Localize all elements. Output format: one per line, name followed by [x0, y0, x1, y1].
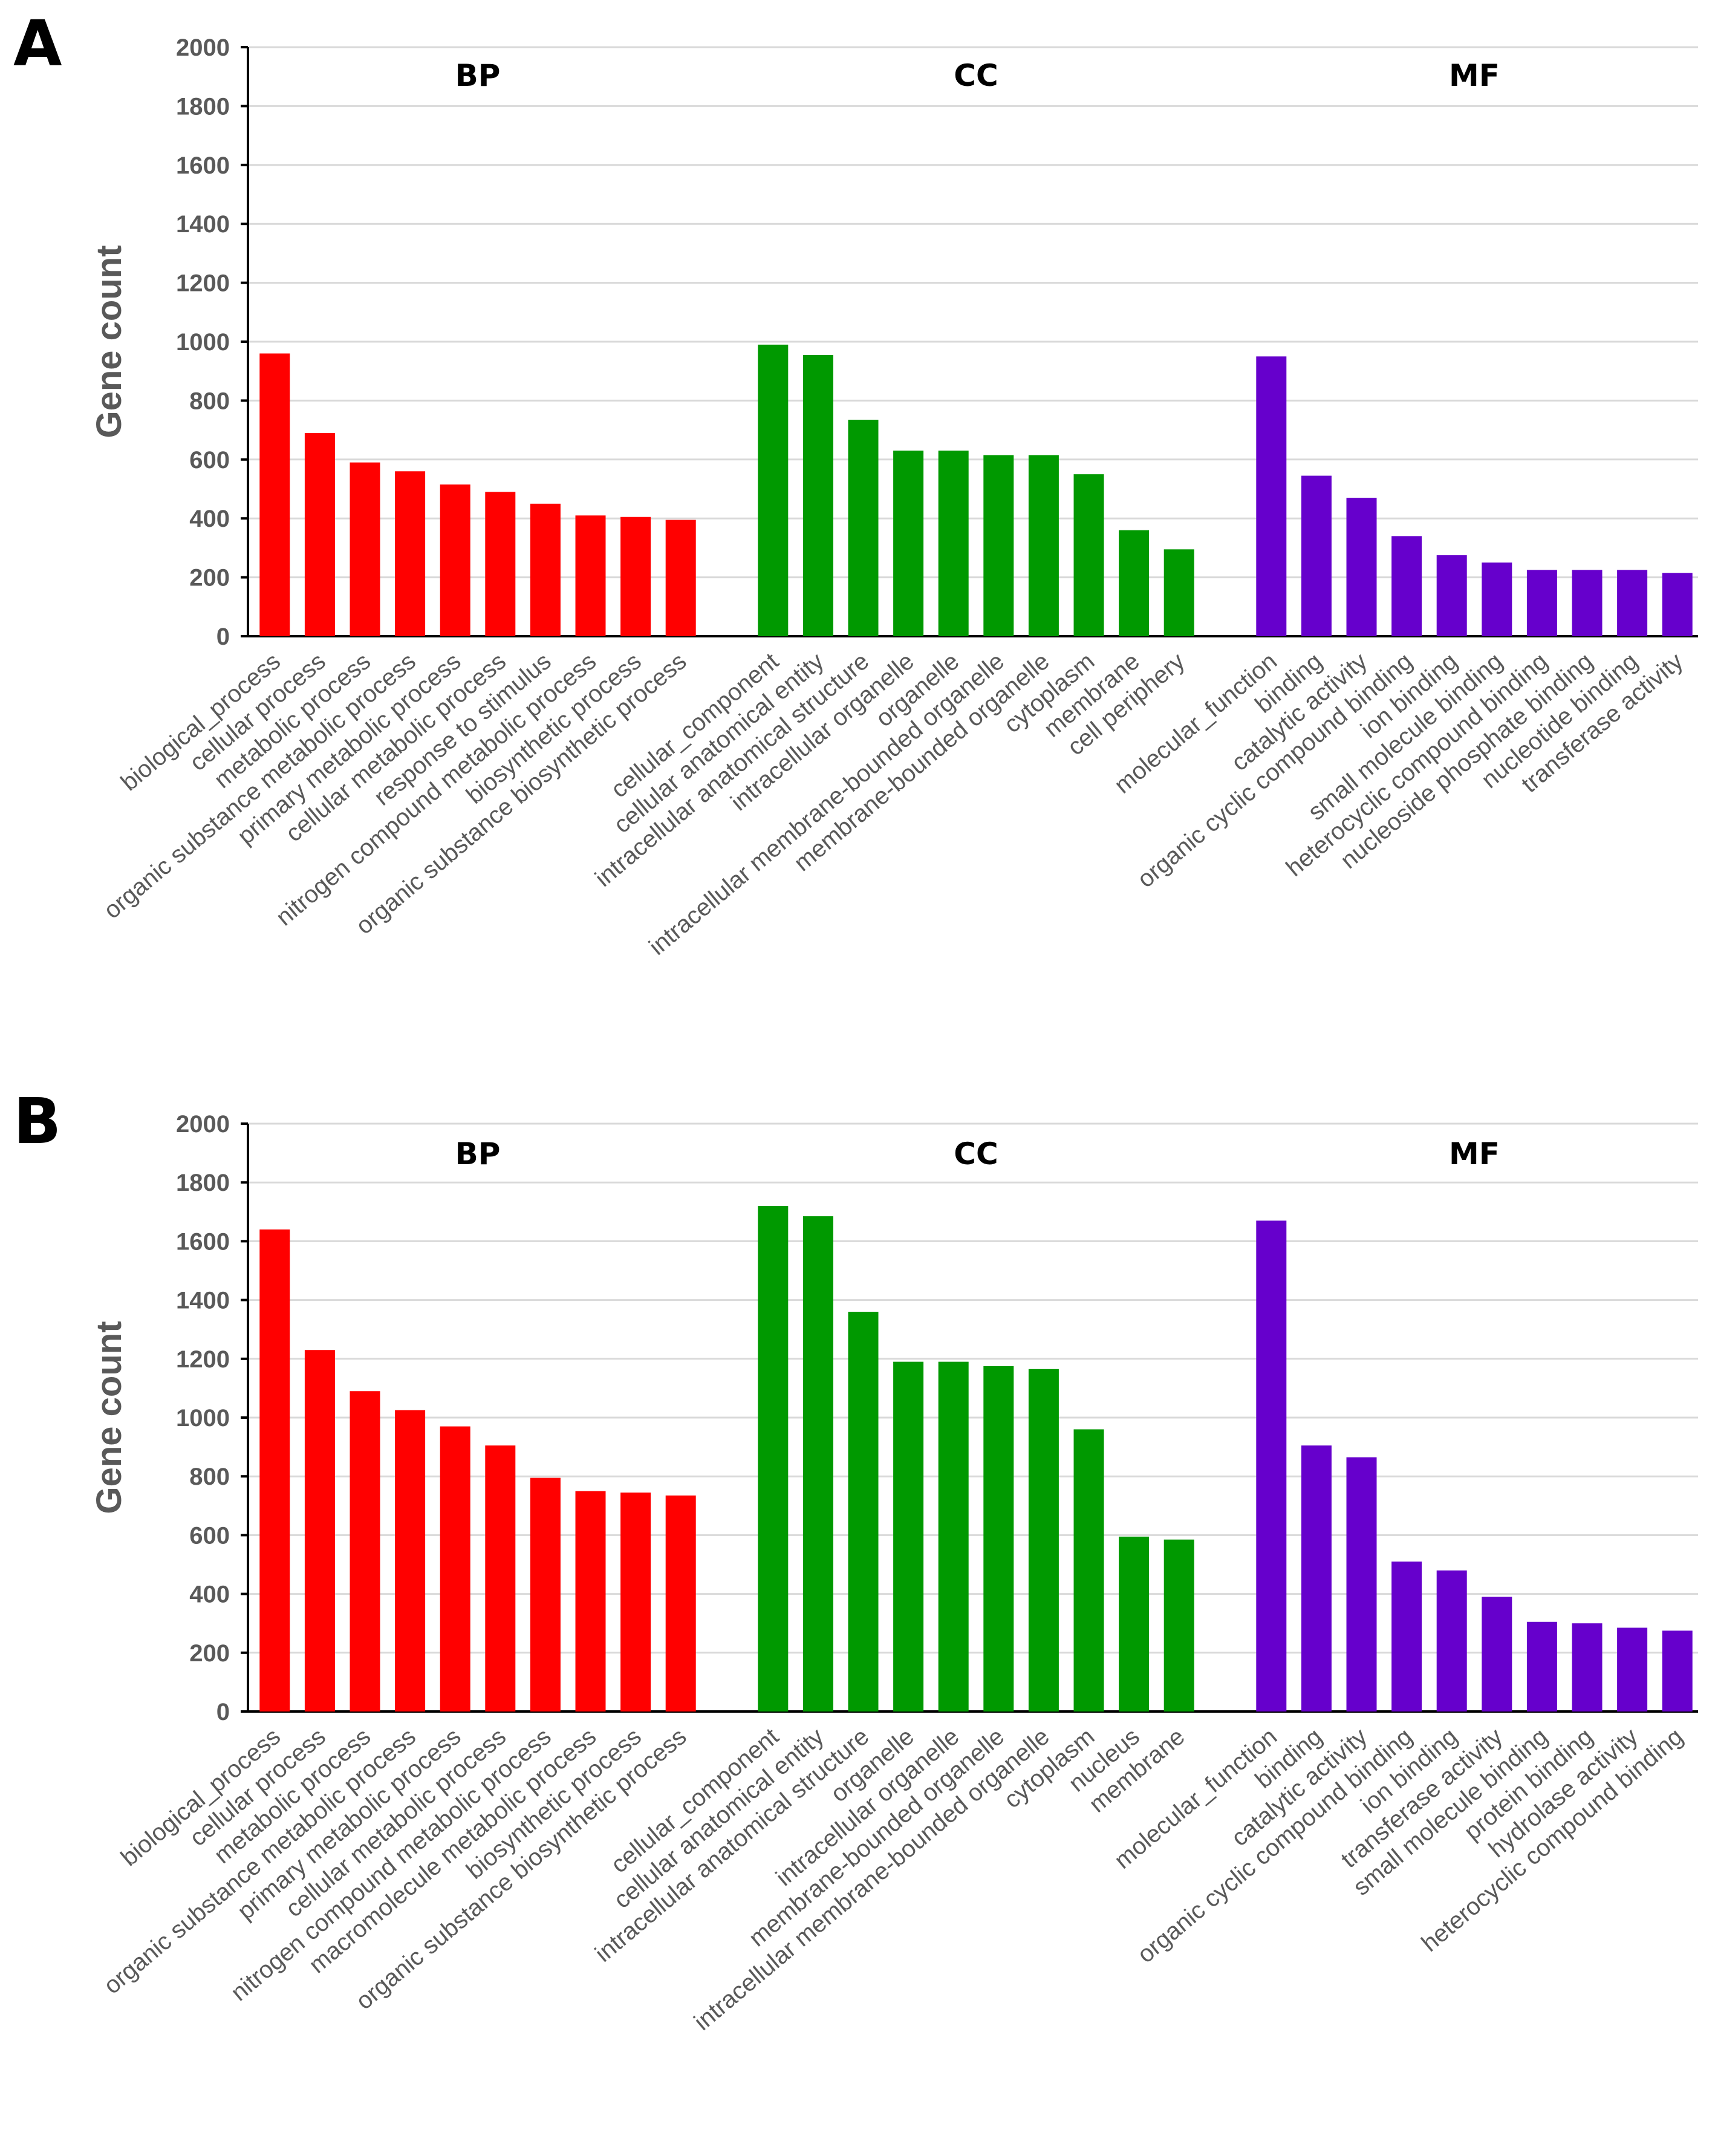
bar: [485, 1445, 516, 1711]
bar: [848, 1312, 879, 1711]
bar: [893, 1361, 924, 1711]
bar: [1119, 530, 1150, 636]
bar: [1028, 455, 1059, 636]
y-tick-label: 400: [189, 506, 230, 532]
y-tick-label: 1200: [176, 270, 230, 297]
bar: [620, 1492, 651, 1711]
y-tick-label: 1800: [176, 1170, 230, 1196]
bar: [530, 503, 561, 636]
y-axis-label: Gene count: [89, 1321, 129, 1514]
bar: [802, 354, 833, 636]
y-tick-label: 1400: [176, 211, 230, 238]
group-label-cc: CC: [954, 58, 998, 93]
bar: [938, 451, 969, 636]
bar: [758, 1206, 789, 1711]
bar: [1256, 356, 1287, 636]
y-tick-label: 800: [189, 1464, 230, 1490]
bar: [1391, 536, 1422, 636]
bar: [1436, 1570, 1467, 1711]
bar: [1119, 1536, 1150, 1711]
bar: [893, 451, 924, 636]
bar: [440, 484, 470, 636]
panel-label: A: [13, 7, 62, 80]
y-tick-label: 600: [189, 1522, 230, 1549]
bar: [1073, 474, 1104, 636]
y-tick-label: 0: [216, 624, 230, 650]
y-tick-label: 1600: [176, 1228, 230, 1255]
bar: [802, 1216, 833, 1711]
y-tick-label: 400: [189, 1581, 230, 1608]
bar: [1163, 549, 1194, 636]
bar: [1028, 1369, 1059, 1711]
group-label-cc: CC: [954, 1136, 998, 1171]
y-tick-label: 2000: [176, 1111, 230, 1138]
y-tick-label: 1600: [176, 152, 230, 179]
bar: [350, 462, 380, 636]
bar: [758, 344, 789, 636]
bar: [1436, 555, 1467, 636]
bar: [304, 1350, 335, 1711]
bar: [575, 1491, 606, 1711]
bar: [1163, 1539, 1194, 1711]
y-tick-label: 1000: [176, 1405, 230, 1431]
y-tick-label: 2000: [176, 34, 230, 61]
bar: [1617, 1627, 1648, 1711]
y-tick-label: 1400: [176, 1288, 230, 1314]
bar: [1073, 1429, 1104, 1711]
bar: [259, 353, 290, 636]
bar: [938, 1361, 969, 1711]
bar: [395, 471, 426, 636]
bar: [1301, 475, 1332, 636]
bar: [1572, 570, 1603, 636]
bar: [1346, 1457, 1377, 1711]
bar: [1526, 570, 1557, 636]
y-tick-label: 1200: [176, 1346, 230, 1373]
bar: [1256, 1220, 1287, 1711]
bar: [848, 420, 879, 636]
bar: [530, 1477, 561, 1711]
bar: [259, 1229, 290, 1711]
bar: [1482, 562, 1512, 636]
group-label-mf: MF: [1449, 1136, 1500, 1171]
bar: [395, 1410, 426, 1711]
panel-label: B: [13, 1084, 61, 1158]
bar: [665, 1495, 696, 1711]
bar: [1391, 1562, 1422, 1711]
bar: [1572, 1623, 1603, 1711]
bar: [1662, 573, 1693, 636]
y-tick-label: 200: [189, 1640, 230, 1667]
bar: [1482, 1597, 1512, 1711]
chart-panel-A: A 0 200 400 600 800 1000 1200 1400 1600 1800 2000 Ge…: [13, 7, 1698, 960]
bar: [350, 1391, 380, 1711]
y-tick-label: 1000: [176, 329, 230, 356]
bar: [1526, 1621, 1557, 1711]
y-tick-label: 200: [189, 565, 230, 591]
bar: [1617, 570, 1648, 636]
group-label-bp: BP: [455, 58, 501, 93]
bar: [440, 1426, 470, 1711]
y-axis-label: Gene count: [89, 245, 129, 438]
chart-panel-B: B 0 200 400 600 800 1000 1200 1400 1600 1800 2000 Ge…: [13, 1084, 1698, 2036]
bar: [1301, 1445, 1332, 1711]
group-label-bp: BP: [455, 1136, 501, 1171]
bar: [620, 516, 651, 636]
bar: [485, 492, 516, 636]
bar: [575, 515, 606, 636]
bar: [1662, 1630, 1693, 1711]
bar: [983, 455, 1014, 636]
y-tick-label: 1800: [176, 93, 230, 120]
bar: [1346, 498, 1377, 636]
bar: [983, 1366, 1014, 1711]
y-tick-label: 800: [189, 388, 230, 414]
y-tick-label: 600: [189, 447, 230, 474]
bar: [304, 432, 335, 636]
bar: [665, 519, 696, 636]
group-label-mf: MF: [1449, 58, 1500, 93]
y-tick-label: 0: [216, 1699, 230, 1725]
